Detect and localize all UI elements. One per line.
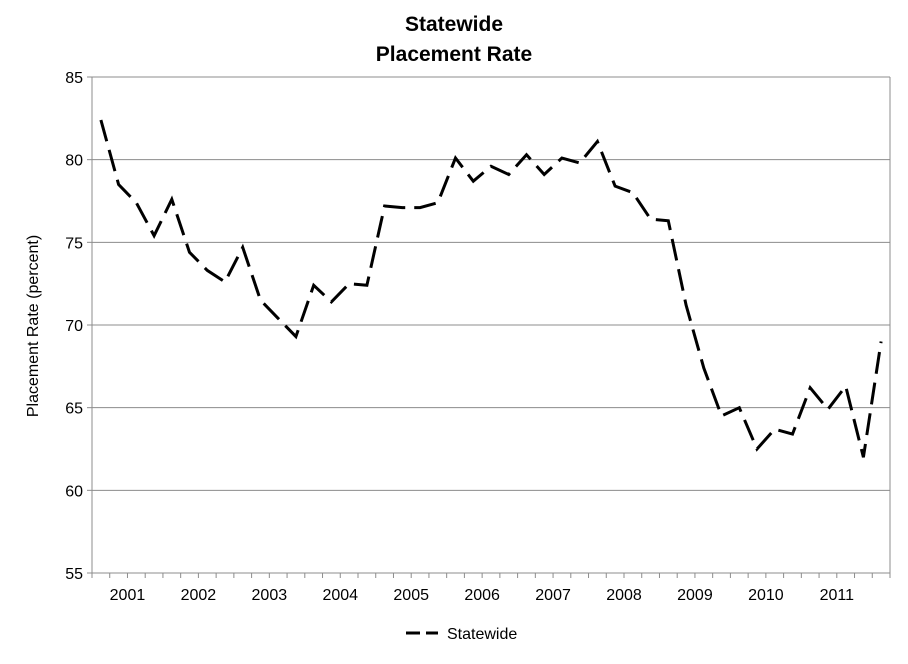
axes [87, 76, 891, 578]
y-tick-label-65: 65 [65, 401, 83, 418]
x-tick-label-2004: 2004 [322, 587, 358, 604]
y-tick-label-60: 60 [65, 483, 83, 500]
y-tick-label-80: 80 [65, 153, 83, 170]
y-tick-label-75: 75 [65, 235, 83, 252]
x-tick-label-2003: 2003 [252, 587, 288, 604]
legend-label-statewide: Statewide [447, 626, 517, 643]
chart-title-line-2: Placement Rate [376, 43, 532, 66]
x-tick-label-2011: 2011 [820, 587, 855, 604]
legend: Statewide [406, 626, 517, 643]
y-tick-labels: 55 60 65 70 75 80 85 [65, 70, 83, 583]
x-tick-label-2001: 2001 [110, 587, 146, 604]
series-line-statewide [99, 119, 883, 458]
chart-title-line-1: Statewide [405, 13, 503, 36]
series-layer [99, 119, 883, 458]
x-tick-label-2009: 2009 [677, 587, 713, 604]
x-tick-label-2002: 2002 [181, 587, 217, 604]
x-tick-label-2005: 2005 [393, 587, 429, 604]
x-tick-label-2010: 2010 [748, 587, 784, 604]
gridlines [92, 76, 890, 491]
y-tick-label-85: 85 [65, 70, 83, 87]
y-tick-label-55: 55 [65, 566, 83, 583]
x-tick-label-2008: 2008 [606, 587, 642, 604]
x-tick-label-2007: 2007 [535, 587, 571, 604]
x-tick-label-2006: 2006 [464, 587, 500, 604]
x-tick-labels: 2001 2002 2003 2004 2005 2006 2007 2008 2009 2010… [110, 587, 854, 604]
y-tick-label-70: 70 [65, 318, 83, 335]
y-axis-label: Placement Rate (percent) [25, 235, 42, 417]
